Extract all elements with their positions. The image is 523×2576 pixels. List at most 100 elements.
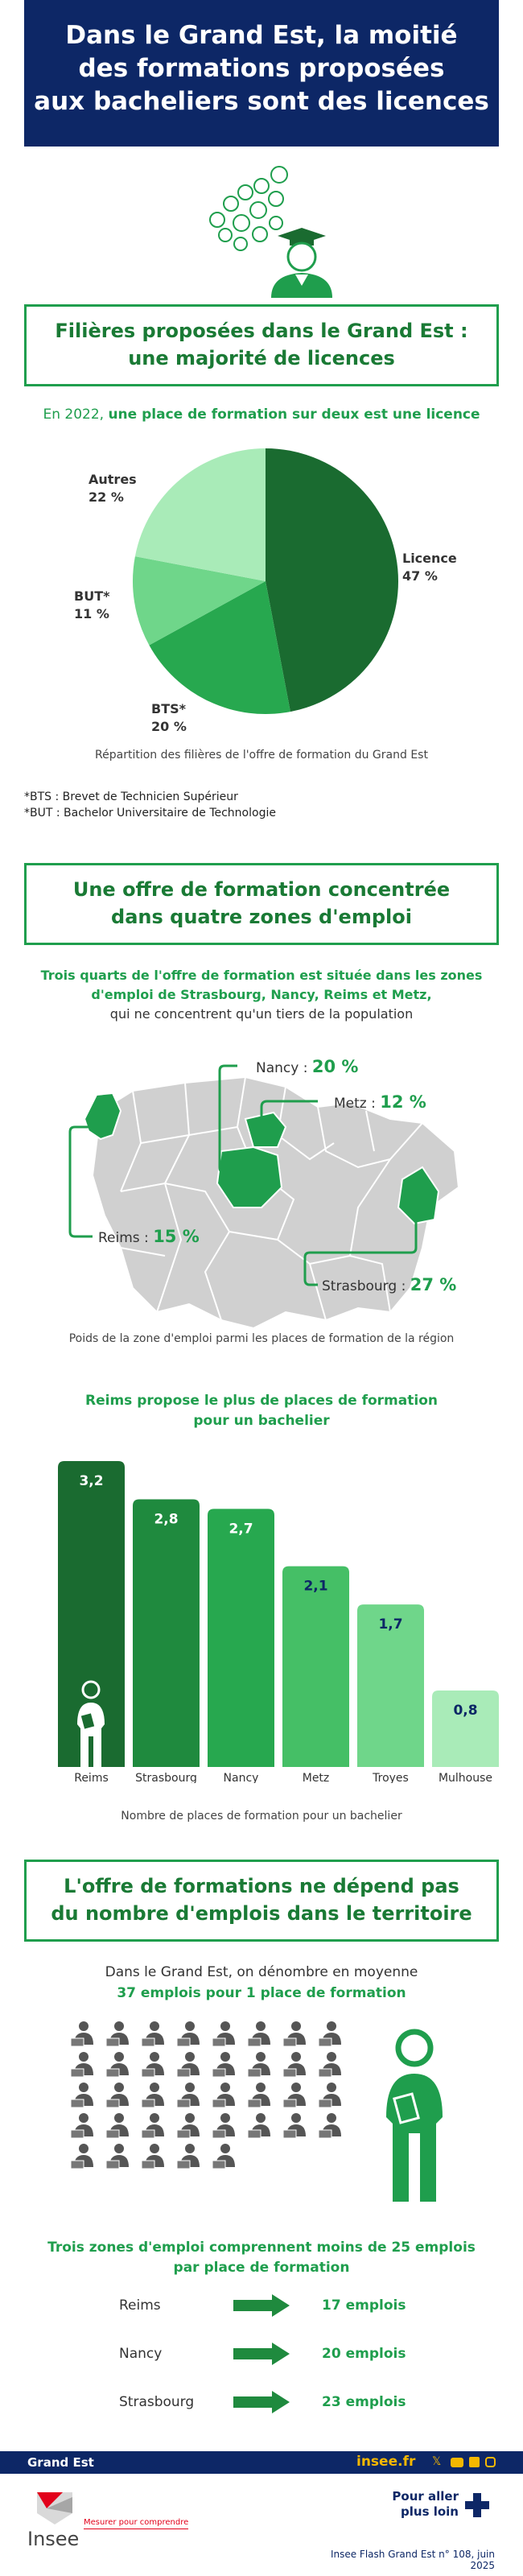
pie-caption: Répartition des filières de l'offre de f…: [95, 749, 428, 762]
map-label-name: Reims :: [98, 1230, 154, 1246]
pie-slice-licence: [266, 448, 398, 712]
worker-icon: [105, 2021, 129, 2047]
zone-name: Reims: [119, 2297, 161, 2314]
pie-label-but: BUT* 11 %: [74, 588, 109, 623]
footnote-but: *BUT : Bachelor Universitaire de Technol…: [24, 807, 276, 819]
pie-label-name: BUT*: [74, 588, 110, 604]
bar-category-label: Nancy: [224, 1772, 259, 1783]
bubble-icon: [209, 212, 225, 228]
linkedin-icon[interactable]: [469, 2457, 480, 2467]
map-borders: [92, 1076, 423, 1321]
section-title-line: dans quatre zones d'emploi: [111, 906, 412, 928]
more-info-link[interactable]: Pour aller plus loin: [378, 2489, 459, 2520]
bar-value-label: 2,8: [154, 1512, 178, 1528]
map-subtitle-line: qui ne concentrent qu'un tiers de la pop…: [109, 1006, 414, 1022]
bubble-icon: [223, 196, 239, 212]
zones-title: Trois zones d'emploi comprennent moins d…: [0, 2238, 523, 2278]
map-subtitle-line: Trois quarts de l'offre de formation est…: [40, 968, 483, 983]
pie-label-bts: BTS* 20 %: [151, 700, 187, 736]
pie-label-name: Autres: [89, 472, 137, 487]
worker-icon: [71, 2083, 93, 2108]
title-banner: Dans le Grand Est, la moitié des formati…: [24, 0, 499, 147]
worker-icon: [176, 2113, 200, 2139]
pie-subtitle: En 2022, une place de formation sur deux…: [0, 407, 523, 423]
footer-site-link[interactable]: insee.fr: [356, 2454, 416, 2470]
insee-logo-text: Insee: [27, 2528, 80, 2550]
publication-ref: Insee Flash Grand Est n° 108, juin 2025: [330, 2549, 495, 2571]
zone-name: Nancy: [119, 2346, 163, 2362]
bar-nancy: [208, 1509, 274, 1767]
map-subtitle-line: d'emploi de Strasbourg, Nancy, Reims et …: [91, 987, 432, 1002]
map-zone-reims: [83, 1092, 122, 1141]
worker-icon: [282, 2083, 306, 2108]
map-label-value: 20 %: [311, 1057, 359, 1076]
zones-list: Reims 17 emplois Nancy 20 emplois Strasb…: [119, 2294, 441, 2439]
worker-icon: [212, 2083, 235, 2108]
insee-logo-icon: [37, 2492, 72, 2524]
worker-icon: [212, 2144, 235, 2169]
map-label-metz: Metz : 12 %: [334, 1092, 426, 1112]
map-outline: [91, 1075, 460, 1330]
arrow-right-icon: [233, 2391, 290, 2413]
bubble-icon: [218, 228, 233, 242]
worker-icon: [247, 2113, 270, 2139]
worker-icon: [71, 2021, 93, 2047]
zone-row: Reims 17 emplois: [119, 2294, 441, 2343]
bubble-icon: [268, 191, 284, 207]
pie-label-name: Licence: [402, 551, 457, 566]
section-3-title-box: L'offre de formations ne dépend pas du n…: [24, 1860, 499, 1942]
worker-icon: [318, 2021, 341, 2047]
worker-icon: [247, 2083, 270, 2108]
worker-icon: [105, 2052, 129, 2078]
student-figure-icon: [386, 2029, 443, 2202]
bar-caption: Nombre de places de formation pour un ba…: [121, 1810, 402, 1823]
youtube-icon[interactable]: [451, 2458, 463, 2467]
zone-value: 20 emplois: [322, 2346, 406, 2362]
plus-icon[interactable]: [465, 2493, 489, 2517]
bar-value-label: 2,1: [303, 1579, 327, 1595]
bar-category-label: Strasbourg: [135, 1772, 197, 1783]
map-label-name: Strasbourg :: [322, 1278, 410, 1294]
bar-title-line: pour un bachelier: [193, 1413, 330, 1429]
region-map: [68, 1064, 460, 1330]
section-title-line: Filières proposées dans le Grand Est :: [55, 320, 468, 342]
section-title-line: L'offre de formations ne dépend pas: [64, 1875, 459, 1897]
workers-intro: Dans le Grand Est, on dénombre en moyenn…: [0, 1962, 523, 2004]
x-icon[interactable]: 𝕏: [432, 2455, 442, 2468]
worker-icon: [141, 2021, 164, 2047]
pie-label-autres: Autres 22 %: [89, 471, 137, 506]
bubble-icon: [269, 216, 283, 230]
worker-icon: [282, 2021, 306, 2047]
worker-icon: [105, 2113, 129, 2139]
map-label-strasbourg: Strasbourg : 27 %: [322, 1275, 456, 1294]
map-label-name: Metz :: [334, 1096, 381, 1112]
worker-icon: [105, 2144, 129, 2169]
instagram-icon[interactable]: [485, 2457, 496, 2467]
bar-category-label: Mulhouse: [439, 1772, 492, 1783]
bar-mulhouse: [432, 1690, 499, 1767]
worker-icon: [71, 2113, 93, 2139]
zone-value: 23 emplois: [322, 2394, 406, 2410]
worker-icon: [141, 2052, 164, 2078]
zone-row: Nancy 20 emplois: [119, 2343, 441, 2391]
worker-icon: [176, 2052, 200, 2078]
worker-icon: [318, 2113, 341, 2139]
map-leader-lines: [68, 1064, 418, 1286]
pie-subtitle-bold: une place de formation sur deux est une …: [108, 407, 480, 423]
head-icon: [286, 242, 317, 272]
map-label-name: Nancy :: [256, 1060, 312, 1076]
map-label-value: 12 %: [380, 1092, 426, 1112]
worker-icon: [141, 2144, 164, 2169]
footnote-bts: *BTS : Brevet de Technicien Supérieur: [24, 791, 238, 803]
section-title-line: Une offre de formation concentrée: [72, 878, 451, 901]
worker-icon: [176, 2021, 200, 2047]
bar-value-label: 3,2: [79, 1473, 103, 1489]
zones-title-line: par place de formation: [173, 2260, 350, 2276]
map-zone-nancy: [216, 1146, 283, 1208]
worker-icon: [282, 2052, 306, 2078]
workers-intro-line: Dans le Grand Est, on dénombre en moyenn…: [105, 1964, 418, 1980]
map-subtitle: Trois quarts de l'offre de formation est…: [0, 966, 523, 1024]
bubble-icon: [233, 237, 248, 251]
section-title-line: du nombre d'emplois dans le territoire: [51, 1902, 472, 1925]
arrow-right-icon: [233, 2343, 290, 2365]
